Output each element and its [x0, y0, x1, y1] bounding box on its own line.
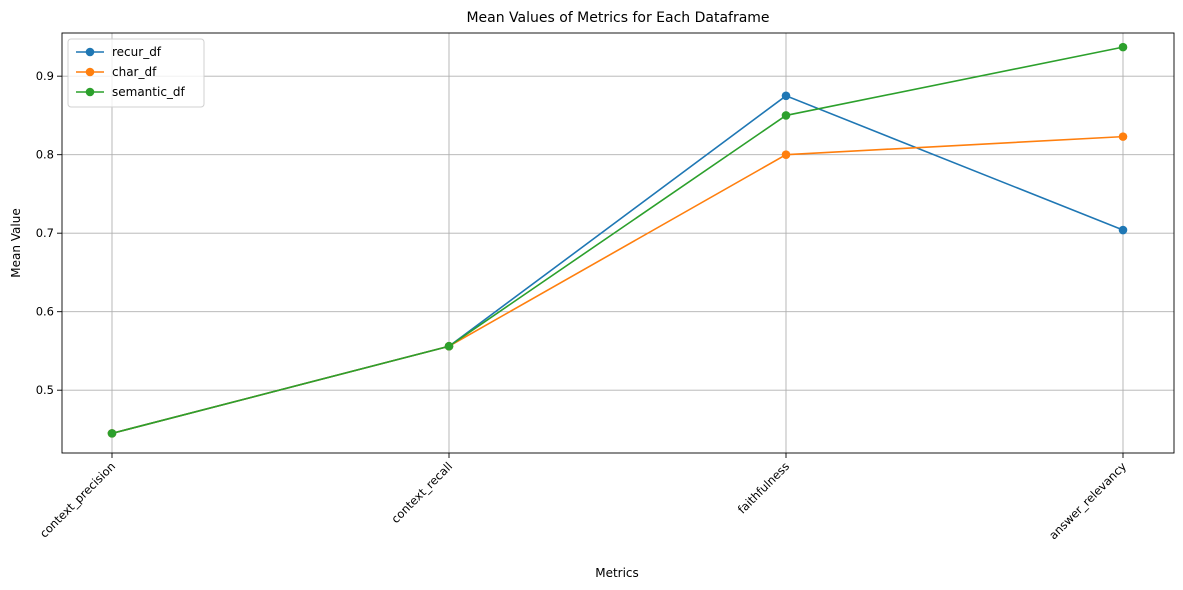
x-tick-label: context_precision: [37, 459, 118, 540]
data-point-semantic_df: [1118, 42, 1128, 52]
y-tick-label: 0.5: [36, 383, 54, 397]
x-axis-label: Metrics: [595, 566, 639, 580]
x-axis: context_precision context_recall faithfuln…: [37, 453, 1129, 542]
data-point-recur_df: [1118, 225, 1128, 235]
legend: recur_df char_df semantic_df: [67, 38, 205, 108]
chart-title: Mean Values of Metrics for Each Datafram…: [466, 10, 769, 26]
legend-label: char_df: [112, 65, 157, 79]
x-tick-label: context_recall: [388, 459, 455, 526]
data-point-char_df: [781, 150, 791, 159]
y-tick-label: 0.8: [36, 148, 54, 162]
data-point-semantic_df: [107, 429, 117, 438]
series-line-recur_df: [111, 94, 1124, 435]
legend-label: semantic_df: [112, 85, 186, 99]
y-tick-label: 0.9: [36, 69, 54, 83]
legend-frame: [67, 38, 205, 108]
series-line-char_df: [111, 135, 1124, 435]
legend-swatch-marker: [85, 87, 95, 97]
legend-swatch-marker: [85, 67, 95, 77]
series-char_df: [107, 132, 1128, 438]
y-axis: 0.5 0.6 0.7 0.8 0.9: [36, 69, 62, 397]
series-recur_df: [107, 91, 1128, 438]
y-axis-label: Mean Value: [9, 208, 23, 277]
legend-item-recur_df: recur_df: [76, 45, 162, 59]
legend-item-char_df: char_df: [76, 65, 157, 79]
series-semantic_df: [107, 42, 1128, 438]
x-tick-label: answer_relevancy: [1046, 459, 1129, 542]
grid: [62, 33, 1174, 453]
legend-item-semantic_df: semantic_df: [76, 85, 186, 99]
y-tick-label: 0.7: [36, 226, 54, 240]
data-point-recur_df: [781, 91, 791, 101]
legend-label: recur_df: [112, 45, 162, 59]
plot-frame: [61, 32, 1175, 454]
legend-swatch-marker: [85, 47, 95, 57]
y-tick-label: 0.6: [36, 305, 54, 319]
data-point-semantic_df: [444, 341, 454, 351]
data-point-semantic_df: [781, 111, 791, 120]
series-line-semantic_df: [111, 46, 1124, 435]
data-point-char_df: [1118, 132, 1128, 141]
x-tick-label: faithfulness: [735, 459, 792, 516]
series-area: [107, 42, 1128, 438]
